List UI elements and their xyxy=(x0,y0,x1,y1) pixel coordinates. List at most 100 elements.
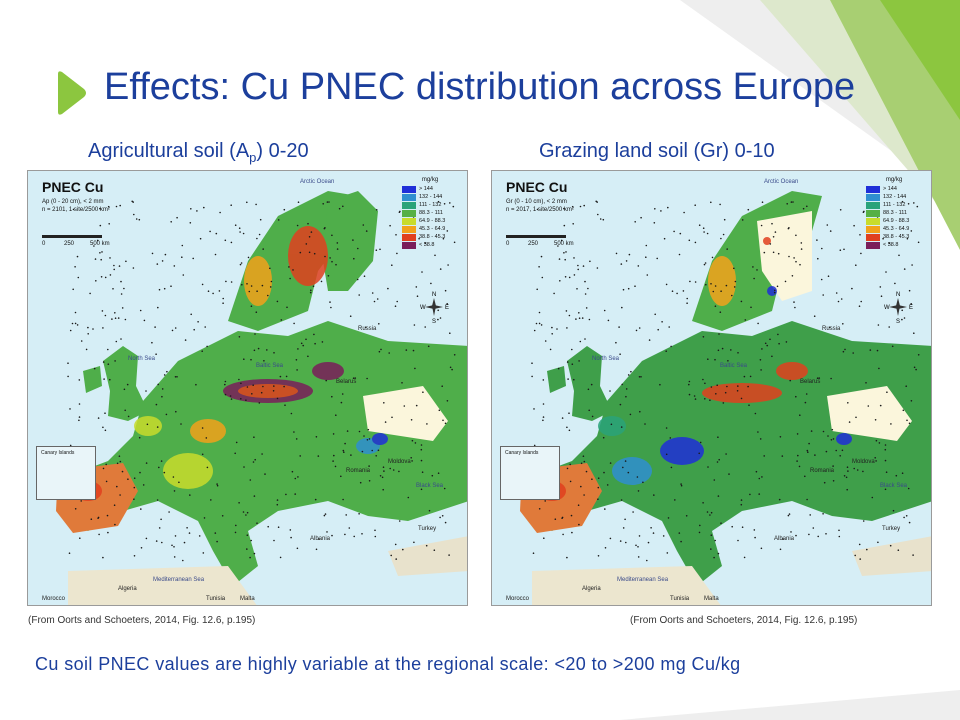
sample-point xyxy=(255,311,258,313)
canary-islands-label: Canary Islands xyxy=(41,450,75,456)
sample-point xyxy=(376,298,379,300)
sample-point xyxy=(72,288,74,291)
moldova-label: Moldova xyxy=(852,459,875,465)
sample-point xyxy=(173,490,176,492)
sample-point xyxy=(332,433,335,435)
sample-point xyxy=(673,230,675,233)
legend-row: 88.3 - 111 xyxy=(866,209,922,217)
sample-point xyxy=(163,374,166,376)
sample-point xyxy=(76,255,79,258)
legend-row: < 38.8 xyxy=(866,241,922,249)
sample-point xyxy=(542,379,545,381)
sample-point xyxy=(352,239,354,241)
sample-point xyxy=(299,455,302,457)
sample-point xyxy=(193,328,195,331)
sample-point xyxy=(378,323,380,325)
sample-point xyxy=(313,252,316,255)
sample-point xyxy=(571,205,574,208)
grazing-land-soil-map: PNEC Cu Gr (0 - 10 cm), < 2 mm n = 2017,… xyxy=(491,170,932,606)
sample-point xyxy=(877,324,880,326)
sample-point xyxy=(257,347,260,350)
sample-point xyxy=(790,201,793,203)
sample-point xyxy=(794,306,796,309)
sample-point xyxy=(76,324,79,326)
sample-point xyxy=(910,230,913,232)
legend-swatch xyxy=(866,185,880,193)
sample-point xyxy=(622,288,625,291)
sample-point xyxy=(373,300,376,303)
sample-point xyxy=(107,531,109,534)
sample-point xyxy=(439,516,441,519)
sample-point xyxy=(620,263,623,265)
turkey-label: Turkey xyxy=(418,526,437,532)
sample-point xyxy=(671,290,674,292)
sample-point xyxy=(78,416,81,418)
north-sea-label: North Sea xyxy=(128,356,156,362)
sample-point xyxy=(769,243,772,245)
sample-point xyxy=(771,222,773,225)
sample-point xyxy=(323,514,326,517)
sample-point xyxy=(269,267,271,270)
sample-point xyxy=(858,543,861,546)
sample-point xyxy=(848,421,851,423)
sample-point xyxy=(860,252,862,255)
sample-point xyxy=(797,454,799,457)
sample-point xyxy=(575,318,577,320)
sample-point xyxy=(174,327,177,329)
sample-point xyxy=(120,293,123,295)
sample-point xyxy=(578,317,581,319)
sample-point xyxy=(424,326,427,328)
sample-point xyxy=(704,382,706,385)
sample-point xyxy=(734,280,737,283)
sample-point xyxy=(728,473,730,475)
sample-point xyxy=(115,205,118,208)
baltic-sea-label: Baltic Sea xyxy=(720,363,748,369)
sample-point xyxy=(717,495,720,497)
sample-point xyxy=(102,361,105,363)
sample-point xyxy=(253,436,255,439)
sample-point xyxy=(693,395,696,397)
sample-point xyxy=(759,359,762,361)
sample-point xyxy=(273,385,275,387)
sample-point xyxy=(114,312,116,314)
sample-point xyxy=(625,541,627,544)
sample-point xyxy=(908,521,911,524)
sample-point xyxy=(396,300,399,303)
sample-point xyxy=(158,288,161,291)
sample-point xyxy=(201,350,203,352)
sample-point xyxy=(79,537,81,539)
sample-point xyxy=(852,352,854,354)
sample-point xyxy=(358,430,361,433)
sample-point xyxy=(901,309,903,312)
sample-point xyxy=(276,499,279,501)
sample-point xyxy=(338,207,341,210)
sample-point xyxy=(817,257,819,260)
sample-point xyxy=(741,526,744,528)
sample-point xyxy=(246,283,248,285)
sample-point xyxy=(300,342,303,345)
sample-point xyxy=(588,409,590,412)
sample-point xyxy=(913,366,916,369)
sample-point xyxy=(235,441,238,444)
sample-point xyxy=(401,382,403,384)
sample-point xyxy=(444,289,447,292)
sample-point xyxy=(219,211,221,214)
sample-point xyxy=(891,345,894,348)
sample-point xyxy=(224,383,226,386)
sample-point xyxy=(544,340,547,342)
sample-point xyxy=(238,336,241,338)
sample-point xyxy=(757,322,759,325)
sample-point xyxy=(221,515,224,517)
belarus-label: Belarus xyxy=(800,379,821,385)
sample-point xyxy=(903,268,906,270)
sample-point xyxy=(579,205,582,208)
sample-point xyxy=(661,321,663,323)
sample-point xyxy=(908,289,911,292)
sample-point xyxy=(368,480,371,482)
sample-point xyxy=(363,435,365,437)
sample-point xyxy=(813,315,816,317)
sample-point xyxy=(718,333,720,335)
scale-bar-label-0: 0 xyxy=(42,241,46,247)
legend-label: 88.3 - 111 xyxy=(883,210,907,216)
sample-point xyxy=(127,415,130,418)
